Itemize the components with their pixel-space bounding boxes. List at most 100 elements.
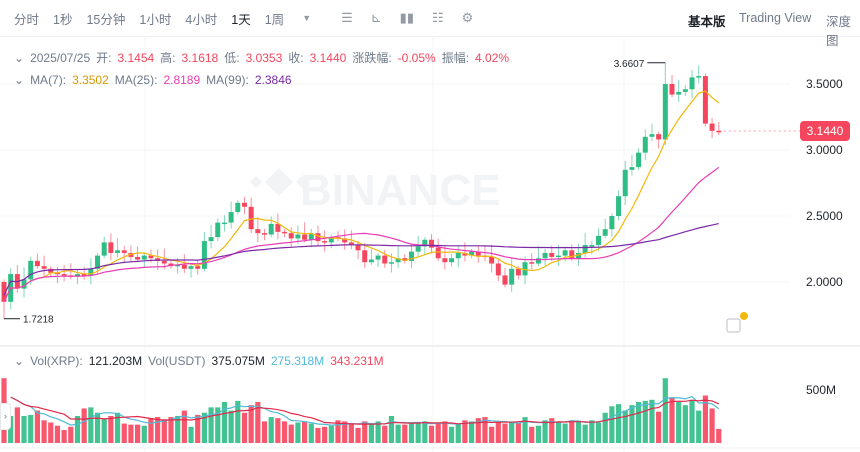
indicator-icon[interactable]: ☰ (341, 10, 353, 25)
volume-bar (642, 400, 648, 443)
view-basic[interactable]: 基本版 (688, 15, 726, 29)
timeframe-1h[interactable]: 1小时 (139, 12, 172, 27)
volume-bar (315, 427, 321, 443)
candle-body (388, 262, 394, 264)
more-timeframes-chevron-icon[interactable]: ▼ (302, 13, 312, 23)
candle-body (442, 258, 448, 263)
candle-body (716, 130, 722, 133)
candle-body (88, 268, 94, 276)
candle-body (175, 264, 181, 267)
ma99-value: 2.3846 (254, 73, 292, 87)
volume-bar (362, 421, 368, 443)
close-value: 3.1440 (309, 51, 347, 65)
volume-bar (28, 414, 34, 443)
volume-bar (101, 419, 107, 443)
volume-bar (656, 411, 662, 443)
candle-body (662, 84, 668, 140)
candle-body (616, 196, 622, 216)
volume-bar (255, 401, 261, 443)
timeframe-15m[interactable]: 15分钟 (86, 12, 126, 27)
volume-bar (161, 419, 167, 443)
candle-body (21, 279, 27, 289)
view-depth[interactable]: 深度图 (826, 15, 852, 48)
vol-usdt-value: 375.075M (211, 354, 265, 368)
candle-body (275, 223, 281, 232)
candle-body (128, 252, 134, 257)
candle-body (429, 239, 435, 248)
collapse-chevron-icon[interactable]: ⌄ (14, 51, 25, 65)
ma25-line (3, 166, 720, 303)
candle-body (195, 266, 201, 269)
volume-bar (8, 416, 14, 443)
volume-bar (61, 430, 67, 443)
view-tradingview[interactable]: Trading View (739, 11, 812, 25)
candle-body (121, 250, 127, 253)
candle-body (348, 242, 354, 246)
candle-body (201, 241, 207, 269)
candle-body (596, 235, 602, 246)
candle-type-icon[interactable]: ▮▮ (399, 10, 414, 25)
price-tick: 2.5000 (806, 209, 843, 223)
gear-icon[interactable]: ⚙ (461, 10, 474, 25)
volume-bar (422, 421, 428, 443)
volume-bar (495, 422, 501, 443)
volume-bar (175, 416, 181, 443)
max-price-label: 3.6607 (614, 59, 645, 70)
amplitude-label: 振幅: (441, 51, 470, 65)
candle-body (475, 251, 481, 256)
expand-panel-button[interactable]: › (0, 403, 11, 430)
collapse-ma-chevron-icon[interactable]: ⌄ (14, 73, 25, 87)
amplitude-value: 4.02% (475, 51, 510, 65)
volume-bar (322, 426, 328, 443)
timeframe-1s[interactable]: 1秒 (53, 12, 73, 27)
volume-bar (108, 416, 114, 443)
open-label: 开: (96, 51, 112, 65)
ohlc-legend: ⌄ 2025/07/25 开: 3.1454 高: 3.1618 低: 3.0353 … (14, 47, 509, 91)
toolbar: 分时 1秒 15分钟 1小时 4小时 1天 1周 ▼ ☰ ⊾ ▮▮ ☷ ⚙ 基本… (0, 0, 860, 48)
volume-bar (195, 414, 201, 443)
candle-body (489, 256, 495, 264)
volume-bar (74, 416, 81, 443)
price-tick: 2.0000 (806, 275, 843, 289)
timeframe-1w[interactable]: 1周 (264, 12, 285, 27)
drawing-icon[interactable]: ⊾ (370, 10, 382, 25)
candle-body (135, 256, 141, 260)
candle-body (702, 76, 708, 124)
candle-body (382, 255, 388, 264)
chart-settings-list-icon[interactable]: ☷ (431, 10, 444, 25)
candle-body (462, 252, 468, 256)
volume-bar (502, 423, 508, 443)
timeframe-1d[interactable]: 1天 (231, 12, 251, 27)
candle-body (95, 255, 101, 269)
candle-body (636, 152, 642, 168)
volume-bar (428, 425, 435, 443)
volume-bar (636, 401, 642, 443)
volume-bar (469, 421, 475, 443)
collapse-volume-chevron-icon[interactable]: ⌄ (14, 354, 25, 368)
candle-body (622, 169, 628, 197)
candle-body (1, 282, 7, 302)
volume-ma10-line (10, 396, 720, 425)
price-tick: 3.0000 (806, 143, 843, 157)
volume-bar (542, 420, 548, 443)
volume-bar (41, 420, 47, 443)
volume-bar (281, 421, 288, 443)
volume-bar (21, 416, 27, 443)
volume-bar (462, 420, 468, 443)
volume-bar (368, 423, 374, 443)
volume-bar (201, 412, 207, 443)
candle-body (322, 241, 328, 243)
low-label: 低: (224, 51, 240, 65)
candle-body (355, 245, 361, 251)
last-price-tag: 3.1440 (800, 121, 850, 141)
volume-bar (569, 420, 575, 443)
candle-body (215, 222, 221, 238)
candle-body (235, 202, 241, 213)
volume-bar (662, 378, 668, 443)
volume-bar (629, 405, 635, 443)
timeframe-fenshi[interactable]: 分时 (14, 12, 40, 27)
timeframe-4h[interactable]: 4小时 (185, 12, 218, 27)
volume-bar (235, 400, 241, 443)
volume-bar (335, 420, 341, 443)
